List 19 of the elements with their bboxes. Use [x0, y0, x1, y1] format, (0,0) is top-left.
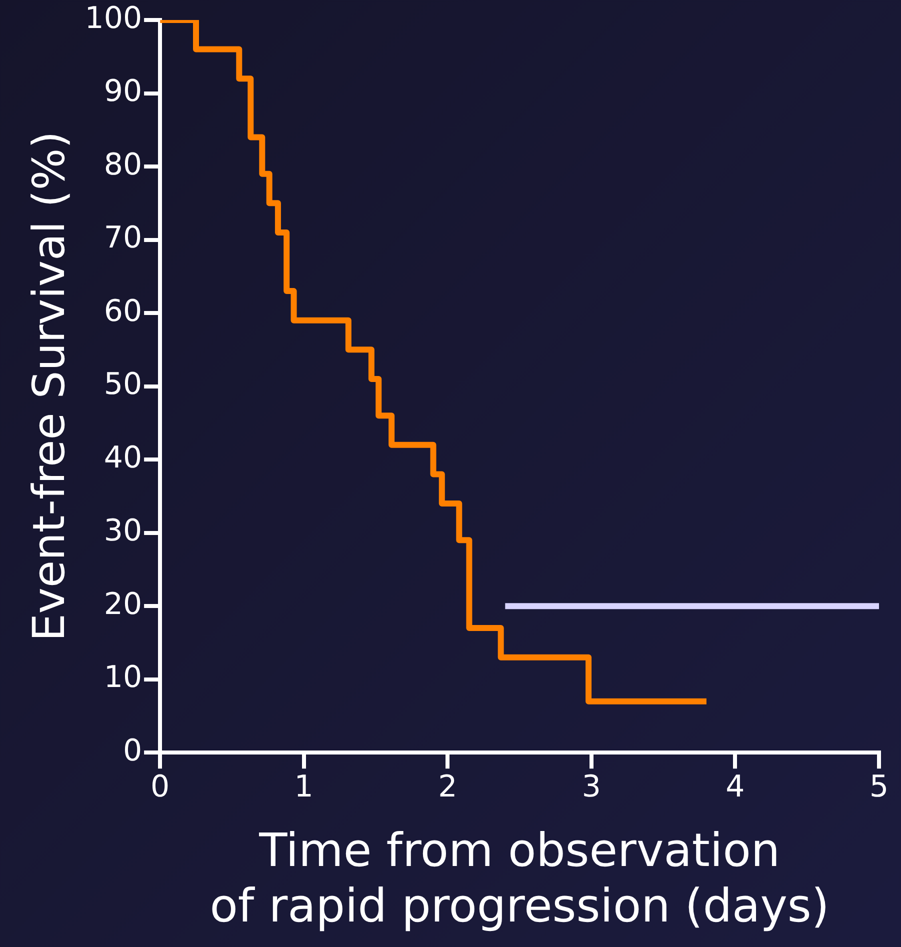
- y-tick-label: 90: [104, 74, 142, 110]
- y-tick-label: 60: [104, 294, 142, 329]
- y-axis-title: Event-free Survival (%): [24, 131, 75, 642]
- y-tick-label: 30: [104, 514, 142, 549]
- y-tick-label: 50: [104, 367, 142, 402]
- x-tick-label: 5: [869, 769, 889, 804]
- y-tick-label: 70: [104, 220, 142, 256]
- x-tick-label: 0: [150, 769, 170, 804]
- x-tick-label: 4: [726, 769, 745, 804]
- x-axis-title: Time from observation of rapid progression (days): [210, 823, 830, 932]
- y-tick-label: 20: [104, 586, 142, 622]
- y-tick-label: 80: [104, 147, 142, 182]
- x-tick-label: 1: [294, 769, 314, 804]
- x-tick-label: 3: [582, 769, 601, 804]
- y-tick-label: 100: [84, 0, 142, 36]
- y-tick-label: 10: [104, 660, 142, 696]
- y-tick-label: 40: [104, 440, 142, 476]
- y-tick-label: 0: [122, 733, 142, 768]
- x-tick-label: 2: [438, 769, 458, 804]
